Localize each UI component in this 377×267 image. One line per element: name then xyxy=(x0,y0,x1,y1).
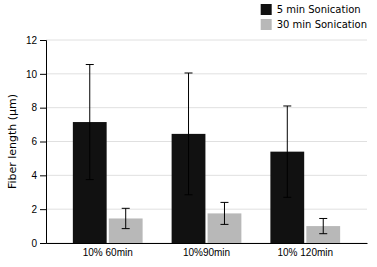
error-cap xyxy=(86,64,94,65)
error-cap xyxy=(185,72,193,73)
error-bar xyxy=(86,65,94,180)
y-tick-mark xyxy=(40,142,46,143)
y-axis-title: Fiber length (μm) xyxy=(6,94,19,189)
error-cap xyxy=(319,218,327,219)
x-tick: 10% 120min xyxy=(277,243,333,258)
error-line xyxy=(323,218,324,233)
grid xyxy=(46,40,367,243)
x-tick-label: 10% 120min xyxy=(277,247,333,258)
legend-swatch xyxy=(261,4,272,15)
x-tick: 10% 60min xyxy=(83,243,133,258)
y-tick-label: 0 xyxy=(31,238,37,249)
legend-swatch xyxy=(261,19,272,30)
error-line xyxy=(188,73,189,195)
y-axis-line xyxy=(40,41,47,244)
y-tick-label: 6 xyxy=(31,136,37,147)
marks xyxy=(73,65,340,243)
x-axis: 10% 60min 10%90min 10% 120min xyxy=(47,243,368,258)
y-tick-label: 10 xyxy=(26,69,38,80)
y-tick: 12 xyxy=(26,35,46,46)
y-tick-label: 12 xyxy=(26,35,38,46)
y-tick-mark xyxy=(40,209,46,210)
y-tick-mark xyxy=(40,108,46,109)
x-tick-label: 10% 60min xyxy=(83,247,133,258)
y-tick: 10 xyxy=(26,69,46,80)
y-tick: 2 xyxy=(31,204,46,215)
y-tick: 8 xyxy=(31,102,46,113)
y-tick-label: 2 xyxy=(31,204,37,215)
plot: 0 2 4 6 8 10 12 10% 60min 10%90min 10% 120min xyxy=(26,35,368,258)
legend-label: 30 min Sonication xyxy=(277,19,367,30)
error-bar xyxy=(185,73,193,195)
legend-item: 5 min Sonication xyxy=(261,4,361,15)
legend-item: 30 min Sonication xyxy=(261,19,367,30)
error-cap xyxy=(122,228,130,229)
y-tick-label: 4 xyxy=(31,170,37,181)
y-tick: 0 xyxy=(31,238,46,249)
y-tick: 4 xyxy=(31,170,46,181)
error-cap xyxy=(220,202,228,203)
error-cap xyxy=(319,233,327,234)
error-cap xyxy=(122,208,130,209)
grid-line xyxy=(46,73,367,74)
y-tick-mark xyxy=(40,175,46,176)
y-axis: 0 2 4 6 8 10 12 xyxy=(26,35,47,249)
grid-line xyxy=(46,107,367,108)
error-cap xyxy=(283,197,291,198)
grid-line xyxy=(46,40,367,41)
x-tick: 10%90min xyxy=(183,243,230,258)
chart: 0 2 4 6 8 10 12 10% 60min 10%90min 10% 120min Fibe… xyxy=(0,0,377,267)
y-tick-mark xyxy=(40,40,46,41)
legend: 5 min Sonication 30 min Sonication xyxy=(261,4,367,30)
y-tick-label: 8 xyxy=(31,102,37,113)
error-bar xyxy=(220,202,228,224)
bar-series xyxy=(109,202,340,243)
x-tick-label: 10%90min xyxy=(183,247,230,258)
error-cap xyxy=(283,105,291,106)
x-axis-line xyxy=(47,243,368,244)
error-cap xyxy=(220,224,228,225)
y-tick: 6 xyxy=(31,136,46,147)
legend-label: 5 min Sonication xyxy=(277,4,361,15)
error-line xyxy=(224,202,225,224)
error-bar xyxy=(319,218,327,233)
error-cap xyxy=(185,194,193,195)
error-bar xyxy=(283,106,291,197)
error-line xyxy=(89,65,90,180)
error-line xyxy=(287,106,288,197)
y-tick-mark xyxy=(40,243,46,244)
error-line xyxy=(125,208,126,228)
y-tick-mark xyxy=(40,74,46,75)
bar-series xyxy=(73,65,304,243)
error-cap xyxy=(86,179,94,180)
error-bar xyxy=(122,208,130,228)
